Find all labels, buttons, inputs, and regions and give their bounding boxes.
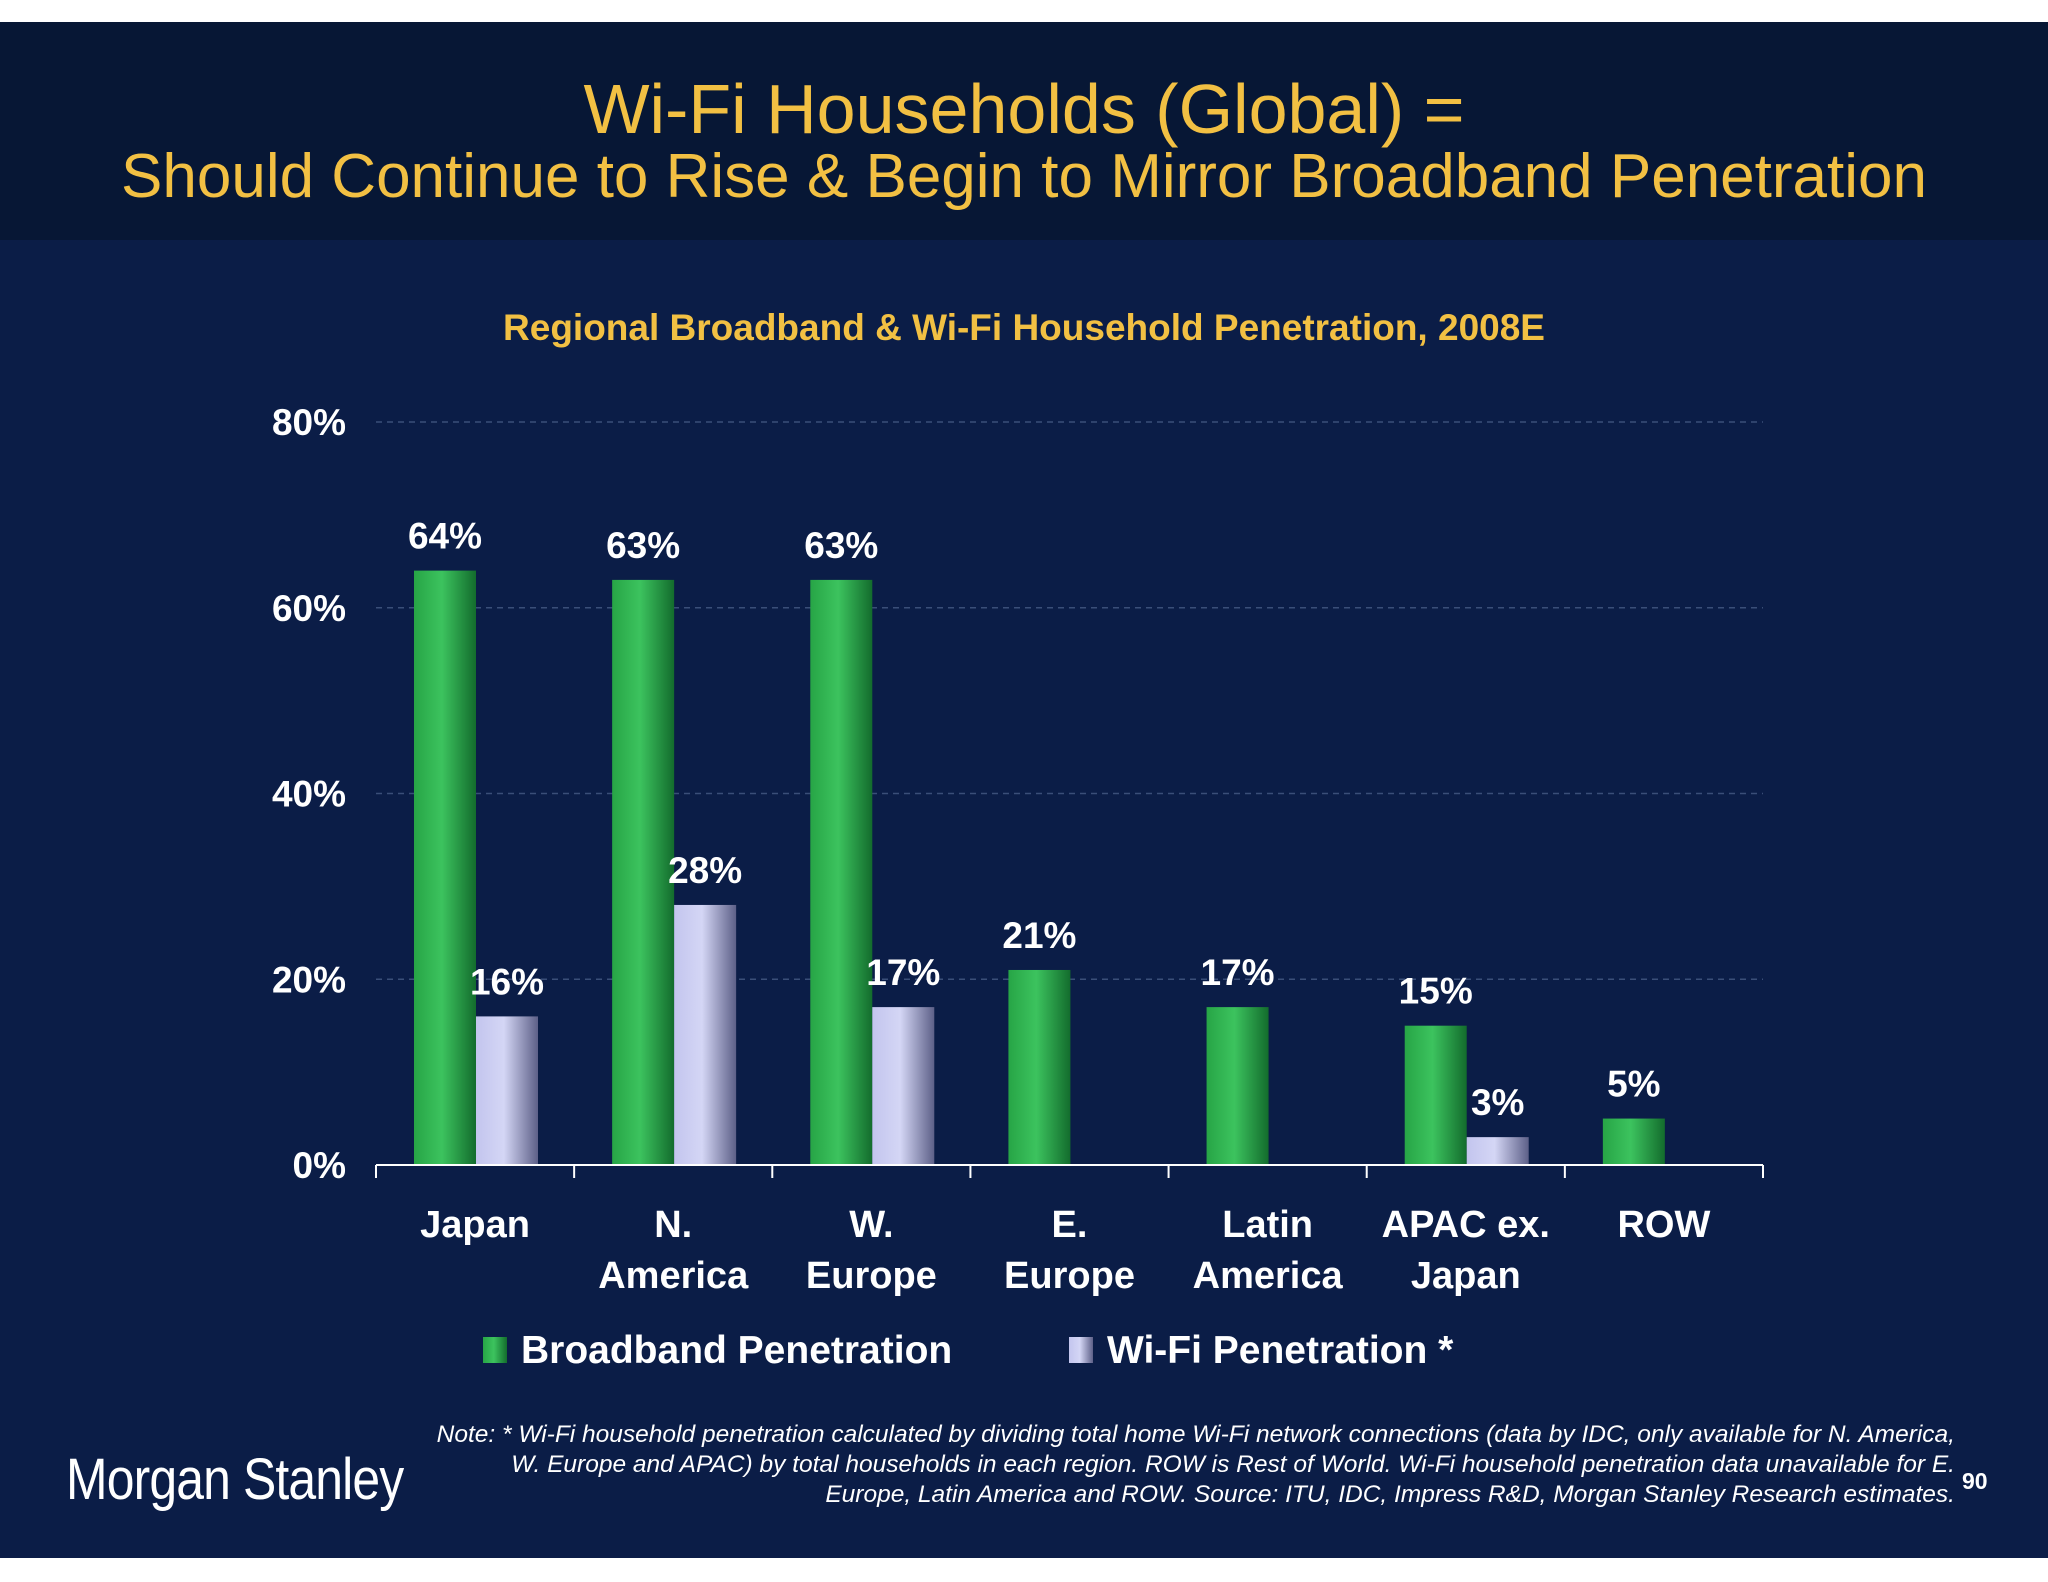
bar-broadband bbox=[612, 579, 675, 1165]
bar-broadband bbox=[1008, 969, 1071, 1165]
morgan-stanley-logo: Morgan Stanley bbox=[66, 1447, 404, 1512]
x-category-label: Europe bbox=[1004, 1255, 1135, 1297]
footnote: Note: * Wi-Fi household penetration calc… bbox=[436, 1421, 1955, 1508]
y-tick-label: 40% bbox=[272, 774, 346, 815]
x-category-label: N. bbox=[654, 1204, 692, 1246]
data-label: 28% bbox=[668, 850, 742, 891]
y-tick-label: 60% bbox=[272, 588, 346, 629]
data-label: 3% bbox=[1471, 1082, 1524, 1123]
x-category-label: America bbox=[598, 1255, 749, 1297]
bar-broadband bbox=[1206, 1007, 1269, 1165]
x-category-label: E. bbox=[1052, 1204, 1088, 1246]
bar-wifi bbox=[476, 1016, 538, 1165]
x-category-label: Latin bbox=[1222, 1204, 1313, 1246]
bar-broadband bbox=[1404, 1025, 1467, 1165]
bar-broadband bbox=[414, 570, 476, 1165]
x-category-label: Japan bbox=[420, 1204, 530, 1246]
y-tick-label: 0% bbox=[293, 1145, 346, 1186]
data-label: 64% bbox=[408, 516, 482, 557]
page-number: 90 bbox=[1962, 1468, 1988, 1494]
x-category-label: Europe bbox=[806, 1255, 937, 1297]
y-tick-label: 80% bbox=[272, 402, 346, 443]
data-label: 16% bbox=[470, 961, 544, 1002]
y-tick-label: 20% bbox=[272, 959, 346, 1000]
legend-label: Wi-Fi Penetration * bbox=[1107, 1329, 1454, 1372]
data-label: 17% bbox=[1201, 952, 1275, 993]
slide: Wi-Fi Households (Global) = Should Conti… bbox=[0, 22, 2048, 1558]
data-label: 21% bbox=[1002, 915, 1076, 956]
bar-broadband bbox=[1602, 1118, 1665, 1165]
x-category-label: Japan bbox=[1411, 1255, 1521, 1297]
data-label: 15% bbox=[1399, 971, 1473, 1012]
legend-swatch-broadband bbox=[483, 1337, 507, 1363]
data-label: 63% bbox=[606, 525, 680, 566]
slide-title: Wi-Fi Households (Global) = bbox=[583, 70, 1465, 148]
data-label: 63% bbox=[804, 525, 878, 566]
x-category-label: APAC ex. bbox=[1382, 1204, 1550, 1246]
x-category-label: America bbox=[1193, 1255, 1344, 1297]
header-band: Wi-Fi Households (Global) = Should Conti… bbox=[0, 22, 2048, 240]
data-label: 5% bbox=[1607, 1064, 1660, 1105]
x-category-label: ROW bbox=[1617, 1204, 1710, 1246]
legend-swatch-wifi bbox=[1069, 1337, 1093, 1363]
slide-subtitle: Should Continue to Rise & Begin to Mirro… bbox=[121, 142, 1927, 211]
bar-wifi bbox=[872, 1007, 935, 1165]
x-category-label: W. bbox=[849, 1204, 893, 1246]
chart-title: Regional Broadband & Wi-Fi Household Pen… bbox=[503, 307, 1545, 348]
legend-label: Broadband Penetration bbox=[521, 1329, 952, 1372]
bar-broadband bbox=[810, 579, 873, 1165]
bar-wifi bbox=[674, 904, 737, 1165]
bar-wifi bbox=[1466, 1137, 1529, 1165]
bar-chart: 0% 20% 40% 60% 80% 64% 63% 63% 21% 17% 15% 5% 16% 28%… bbox=[272, 402, 1764, 1372]
data-label: 17% bbox=[866, 952, 940, 993]
